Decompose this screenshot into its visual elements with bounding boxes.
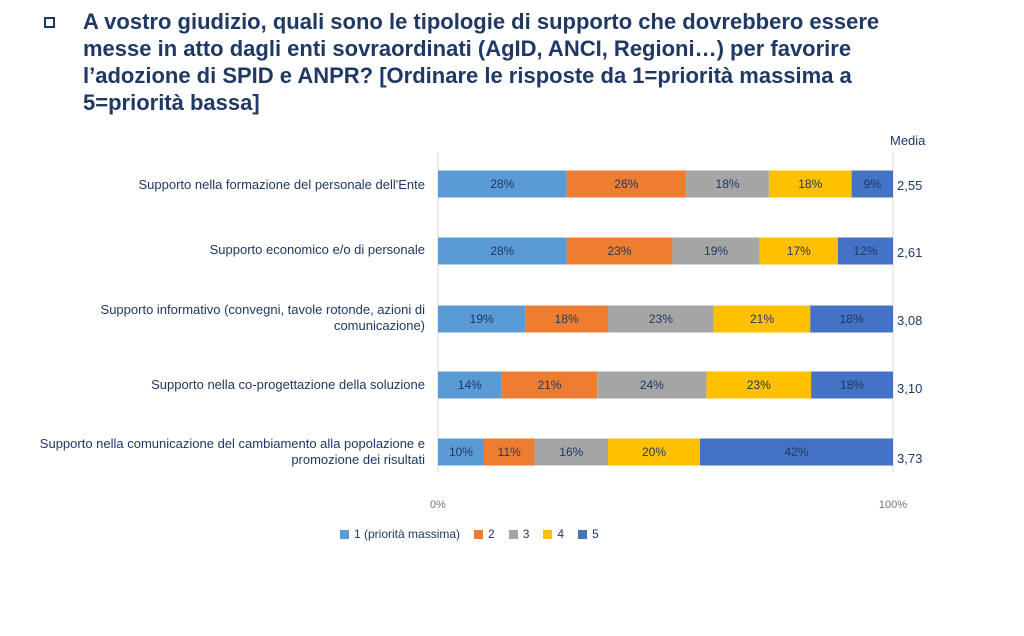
- question-title: A vostro giudizio, quali sono le tipolog…: [83, 9, 880, 115]
- bar-segment: [810, 305, 893, 333]
- bar-segment: [597, 371, 707, 399]
- bar-segment: [501, 371, 598, 399]
- media-value: 3,73: [897, 451, 923, 466]
- bar-value-label: 18%: [840, 312, 864, 326]
- bar-value-label: 23%: [608, 244, 632, 258]
- legend-swatch: [340, 529, 349, 539]
- bar-value-label: 18%: [798, 177, 822, 191]
- bar-segment: [608, 305, 714, 333]
- bar-segment: [525, 305, 609, 333]
- legend-swatch: [508, 529, 518, 539]
- media-value: 2,55: [897, 178, 923, 193]
- legend-item: 1 (priorità massima): [340, 527, 460, 541]
- legend-label: 1 (priorità massima): [354, 527, 461, 541]
- bullet-icon: [44, 17, 55, 28]
- legend-item: 5: [578, 527, 599, 541]
- bar-segment: [534, 438, 609, 466]
- legend-swatch: [474, 529, 484, 539]
- x-tick-0: 0%: [430, 499, 446, 511]
- bar-value-label: 12%: [853, 244, 877, 258]
- bar-value-label: 18%: [840, 378, 864, 392]
- bar-segment: [686, 170, 769, 198]
- bar-value-label: 10%: [449, 445, 473, 459]
- category-label: Supporto informativo (convegni, tavole r…: [100, 302, 425, 333]
- bar-segment: [438, 170, 567, 198]
- bar-value-label: 23%: [747, 378, 771, 392]
- media-value: 3,08: [897, 313, 923, 328]
- media-header: Media: [890, 133, 926, 148]
- bar-value-label: 21%: [750, 312, 774, 326]
- bar-value-label: 9%: [864, 177, 882, 191]
- bar-segment: [851, 170, 893, 198]
- legend-item: 2: [474, 527, 495, 541]
- legend: 1 (priorità massima) 2 3 4 5: [340, 527, 599, 541]
- bar-segment: [706, 371, 812, 399]
- bar-value-label: 24%: [640, 378, 664, 392]
- bar-segment: [811, 371, 893, 399]
- bar-segment: [713, 305, 811, 333]
- bar-value-label: 19%: [704, 244, 728, 258]
- bar-value-label: 28%: [490, 177, 514, 191]
- bar-value-label: 20%: [642, 445, 666, 459]
- bar-segment: [837, 237, 893, 265]
- category-label: Supporto economico e/o di personale: [209, 242, 425, 257]
- bar-segment: [699, 438, 893, 466]
- bar-value-label: 11%: [498, 445, 521, 459]
- bar-value-label: 18%: [716, 177, 740, 191]
- bar-segment: [438, 237, 567, 265]
- bar-segment: [759, 237, 838, 265]
- bar-segment: [768, 170, 852, 198]
- bar-value-label: 14%: [458, 378, 482, 392]
- bar-segment: [438, 371, 502, 399]
- category-label: Supporto nella formazione del personale …: [138, 177, 425, 192]
- category-label: Supporto nella co-progettazione della so…: [151, 377, 425, 392]
- bar-value-label: 18%: [555, 312, 579, 326]
- bar-value-label: 21%: [537, 378, 561, 392]
- legend-swatch: [578, 529, 588, 539]
- category-label: Supporto nella comunicazione del cambiam…: [39, 436, 425, 467]
- bar-segment: [438, 438, 484, 466]
- bar-segment: [566, 170, 687, 198]
- bar-value-label: 23%: [649, 312, 673, 326]
- legend-label: 4: [557, 527, 565, 541]
- x-tick-100: 100%: [879, 499, 907, 511]
- legend-item: 4: [543, 527, 564, 541]
- bar-segment: [672, 237, 760, 265]
- media-value: 3,10: [897, 381, 923, 396]
- bar-value-label: 28%: [490, 244, 514, 258]
- bar-value-label: 26%: [614, 177, 638, 191]
- bar-value-label: 42%: [784, 445, 808, 459]
- legend-item: 3: [508, 527, 530, 541]
- bar-segment: [483, 438, 535, 466]
- bar-segment: [608, 438, 700, 466]
- legend-label: 2: [488, 527, 495, 541]
- bar-value-label: 17%: [787, 244, 811, 258]
- media-value: 2,61: [897, 245, 923, 260]
- legend-label: 3: [522, 527, 530, 541]
- legend-label: 5: [592, 527, 599, 541]
- bar-segment: [438, 305, 526, 333]
- legend-swatch: [543, 529, 553, 539]
- bar-value-label: 16%: [559, 445, 583, 459]
- bar-segment: [566, 237, 673, 265]
- bar-value-label: 19%: [470, 312, 494, 326]
